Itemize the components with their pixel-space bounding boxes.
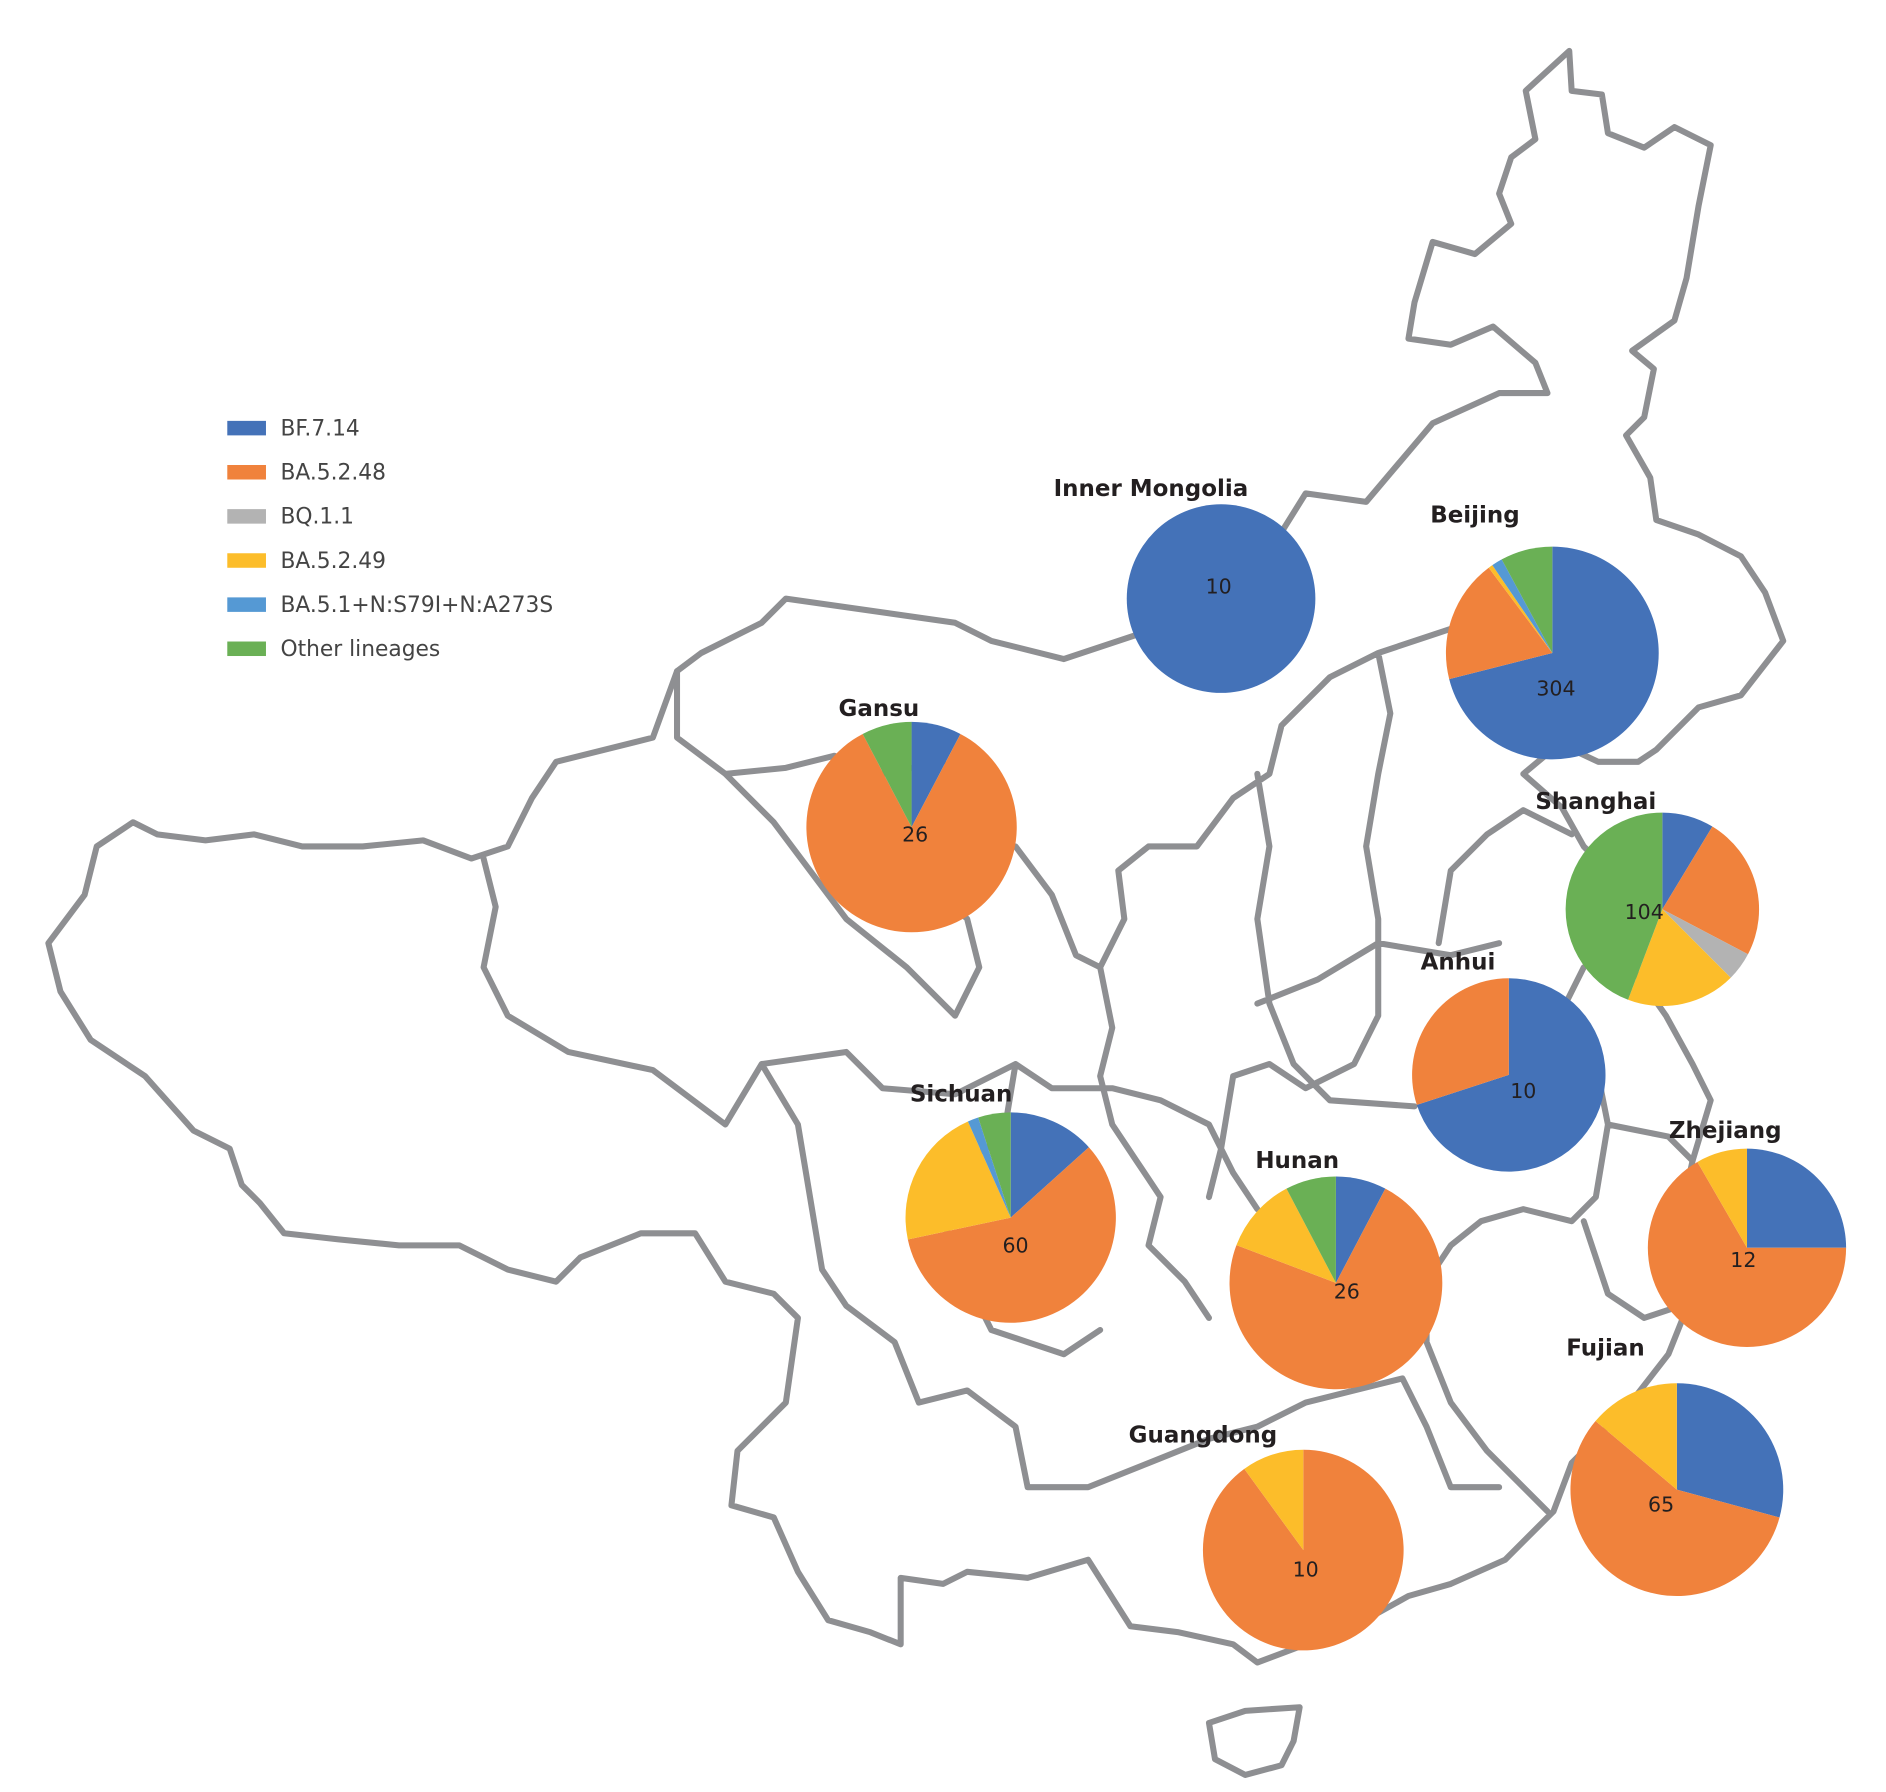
region-label: Shanghai <box>1535 789 1656 815</box>
slice-other-lineages <box>1286 1176 1336 1283</box>
pie-charts: Inner Mongolia 10 Beijing 304 Gansu 26 Shangha… <box>806 476 1847 1651</box>
slice-ba-5-2-49 <box>1244 1449 1304 1551</box>
pie-beijing: Beijing 304 <box>1430 502 1659 760</box>
region-label: Hunan <box>1255 1148 1339 1174</box>
slice-bf-7-14 <box>1662 812 1713 910</box>
pie-fujian: Fujian 65 <box>1566 1335 1784 1596</box>
region-label: Fujian <box>1566 1335 1644 1361</box>
slice-ba-5-2-48 <box>1647 1161 1847 1347</box>
legend-swatch <box>227 597 266 612</box>
slice-ba-5-2-49 <box>905 1121 1011 1240</box>
slice-bq-1-1 <box>1662 909 1748 978</box>
pie-zhejiang: Zhejiang 12 <box>1647 1118 1847 1347</box>
region-count: 10 <box>1293 1558 1319 1582</box>
slice-ba-5-2-49 <box>1628 909 1731 1007</box>
slice-ba-5-2-48 <box>806 733 1017 933</box>
legend-label: BA.5.2.48 <box>280 461 386 486</box>
region-label: Zhejiang <box>1669 1118 1782 1144</box>
slice-other-lineages <box>862 721 912 828</box>
region-count: 60 <box>1002 1234 1028 1258</box>
region-count: 104 <box>1625 900 1664 924</box>
pie-shanghai: Shanghai 104 <box>1535 789 1760 1007</box>
slice-ba-5-2-48 <box>1412 978 1509 1105</box>
slice-ba-5-2-49 <box>1697 1148 1747 1248</box>
legend-label: BA.5.2.49 <box>280 549 386 574</box>
slice-bf-7-14 <box>1126 504 1316 693</box>
slice-ba-5-2-48 <box>1570 1421 1780 1596</box>
region-label: Sichuan <box>910 1082 1013 1108</box>
slice-bf-7-14 <box>1746 1148 1847 1248</box>
slice-other-lineages <box>1501 546 1553 653</box>
region-label: Beijing <box>1430 502 1519 528</box>
legend: BF.7.14 BA.5.2.48 BQ.1.1 BA.5.2.49 BA.5.1+N:… <box>227 416 553 662</box>
legend-label: BA.5.1+N:S79I+N:A273S <box>280 593 553 618</box>
region-count: 26 <box>902 823 928 847</box>
region-label: Gansu <box>839 696 920 722</box>
legend-swatch <box>227 553 266 568</box>
pie-guangdong: Guangdong 10 <box>1129 1422 1404 1651</box>
slice-bf-7-14 <box>1449 546 1659 760</box>
region-label: Anhui <box>1421 950 1496 976</box>
slice-ba-5-2-48 <box>1229 1188 1443 1390</box>
province-borders <box>45 47 1787 1778</box>
region-count: 304 <box>1536 676 1575 700</box>
slice-bf-7-14 <box>1416 978 1606 1172</box>
region-count: 12 <box>1730 1248 1756 1272</box>
legend-swatch <box>227 641 266 657</box>
slice-bf-7-14 <box>911 721 961 828</box>
country-outline <box>45 47 1787 1666</box>
legend-label: BQ.1.1 <box>280 505 354 530</box>
legend-swatch <box>227 465 266 480</box>
pie-anhui: Anhui 10 <box>1412 950 1606 1172</box>
slice-other-lineages <box>978 1112 1011 1218</box>
pie-sichuan: Sichuan 60 <box>905 1082 1116 1323</box>
region-count: 10 <box>1206 575 1232 599</box>
slice-ba-5-2-48 <box>907 1147 1116 1323</box>
slice-ba-5-2-49 <box>1236 1188 1336 1283</box>
legend-swatch <box>227 509 266 524</box>
hainan-island <box>1205 1704 1303 1778</box>
pie-inner-mongolia: Inner Mongolia 10 <box>1054 476 1316 693</box>
slice-ba-5-2-48 <box>1445 567 1553 680</box>
region-label: Inner Mongolia <box>1054 476 1249 502</box>
region-count: 65 <box>1648 1492 1674 1516</box>
legend-label: BF.7.14 <box>280 416 359 441</box>
slice-bf-7-14 <box>1676 1383 1784 1518</box>
slice-ba-5-2-49 <box>1595 1383 1677 1490</box>
region-count: 10 <box>1510 1079 1536 1103</box>
pie-gansu: Gansu 26 <box>806 696 1017 933</box>
slice-bf-7-14 <box>1010 1112 1089 1218</box>
region-label: Guangdong <box>1129 1422 1278 1448</box>
legend-label: Other lineages <box>280 637 440 662</box>
slice-other-lineages <box>1565 812 1663 1000</box>
slice-ba-5-1-n-s79i-n-a273s <box>1492 559 1553 653</box>
region-count: 26 <box>1334 1280 1360 1304</box>
slice-ba-5-2-49 <box>1488 565 1553 653</box>
pie-hunan: Hunan 26 <box>1229 1148 1443 1390</box>
slice-ba-5-2-48 <box>1662 826 1760 955</box>
slice-ba-5-1-n-s79i-n-a273s <box>967 1117 1011 1218</box>
slice-bf-7-14 <box>1335 1176 1386 1283</box>
legend-swatch <box>227 420 266 436</box>
